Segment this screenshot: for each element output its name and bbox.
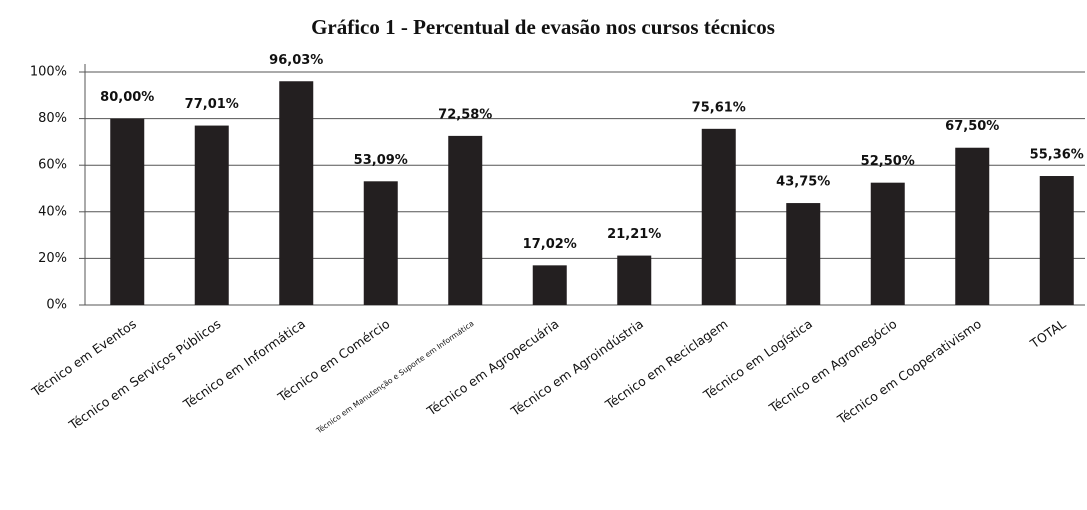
x-tick-label: Técnico em Agroindústria: [507, 316, 646, 419]
value-label: 21,21%: [607, 227, 661, 242]
value-label: 72,58%: [438, 107, 492, 122]
value-label: 17,02%: [523, 237, 577, 252]
y-tick-label: 60%: [38, 158, 67, 173]
bar: [701, 128, 736, 305]
value-label: 80,00%: [100, 90, 154, 105]
value-label: 52,50%: [861, 154, 915, 169]
bar: [110, 118, 145, 305]
bar: [870, 182, 905, 305]
value-label: 77,01%: [185, 97, 239, 112]
bar: [955, 147, 990, 305]
y-tick-label: 0%: [46, 298, 67, 313]
bar: [532, 265, 567, 305]
bar: [617, 255, 652, 305]
bar: [279, 81, 314, 306]
value-label: 43,75%: [776, 175, 830, 190]
bar: [363, 181, 398, 305]
bar: [1039, 176, 1074, 305]
value-label: 75,61%: [692, 100, 746, 115]
value-label: 53,09%: [354, 153, 408, 168]
bar: [448, 135, 483, 305]
chart-title: Gráfico 1 - Percentual de evasão nos cur…: [311, 15, 775, 39]
x-tick-label: TOTAL: [1027, 316, 1069, 352]
value-label: 55,36%: [1030, 148, 1084, 163]
x-tick-label: Técnico em Manutenção e Suporte em Infor…: [314, 319, 476, 436]
bar: [786, 203, 821, 305]
y-tick-label: 100%: [30, 65, 67, 80]
y-tick-label: 80%: [38, 111, 67, 126]
x-tick-label: Técnico em Cooperativismo: [834, 316, 984, 427]
x-tick-label: Técnico em Agropecuária: [423, 316, 561, 419]
x-tick-label: Técnico em Serviços Públicos: [65, 316, 223, 433]
value-label: 67,50%: [945, 119, 999, 134]
y-tick-label: 20%: [38, 251, 67, 266]
bar: [194, 125, 229, 305]
value-label: 96,03%: [269, 53, 323, 68]
y-tick-label: 40%: [38, 204, 67, 219]
